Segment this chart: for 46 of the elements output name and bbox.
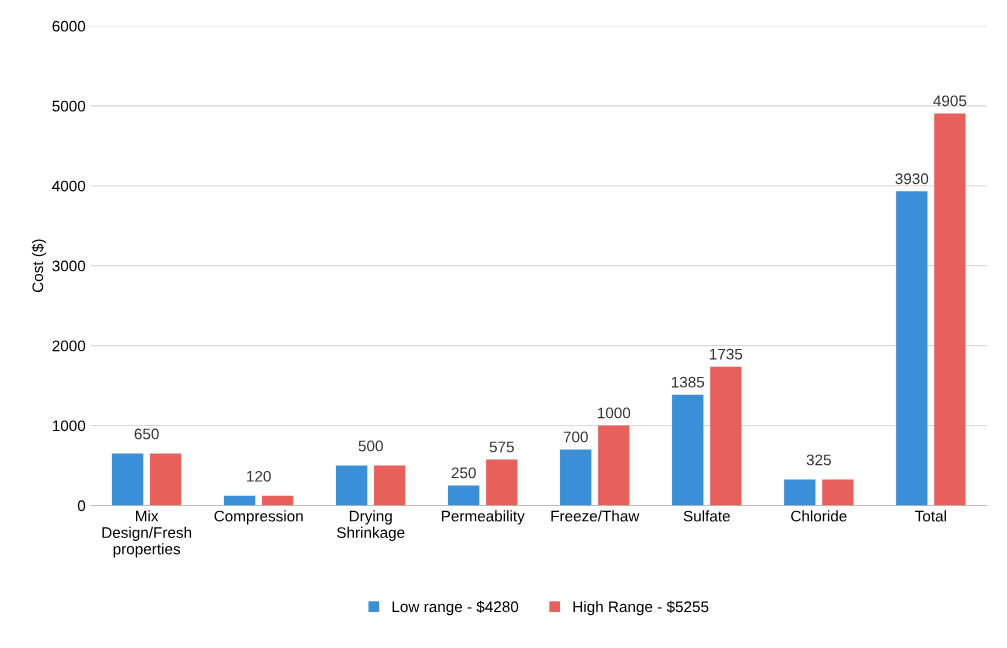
bar [374, 465, 406, 506]
data-label: 1000 [597, 407, 631, 419]
bar [672, 394, 704, 506]
legend-label: Low range - $4280 [392, 600, 519, 616]
data-label: 3930 [895, 173, 929, 185]
x-tick-label: Total [915, 510, 946, 522]
bar [448, 485, 480, 506]
data-label: 700 [563, 431, 588, 443]
bar [150, 453, 182, 506]
y-axis-title: Cost ($) [31, 239, 47, 293]
annotation: 325 [806, 454, 831, 466]
bar [111, 453, 144, 506]
data-label: 4905 [933, 95, 967, 107]
x-tick-label: Freeze/Thaw [551, 510, 640, 522]
bar [486, 459, 518, 506]
bar [896, 191, 928, 506]
x-tick-label: Permeability [441, 510, 525, 525]
bar [598, 425, 630, 506]
data-label: 575 [489, 441, 514, 453]
legend-label: High Range - $5255 [573, 600, 709, 616]
x-tick-label: Compression [214, 510, 303, 525]
bar [710, 366, 742, 506]
y-tick-label: 3000 [52, 260, 86, 272]
bar [784, 479, 816, 506]
x-tick-label: Drying Shrinkage [337, 510, 405, 541]
y-tick-label: 0 [77, 500, 86, 512]
y-tick-label: 1000 [52, 420, 86, 432]
annotation: 120 [247, 470, 271, 482]
data-label: 250 [451, 467, 476, 479]
bar [934, 113, 966, 506]
y-tick-label: 5000 [52, 100, 86, 112]
annotation: 500 [358, 440, 383, 452]
y-tick-label: 2000 [52, 340, 86, 352]
y-tick-label: 6000 [52, 20, 86, 32]
bar [560, 449, 592, 506]
y-tick-label: 4000 [52, 180, 86, 192]
data-label: 1735 [710, 348, 743, 360]
bar [335, 465, 368, 506]
x-tick-label: Chloride [791, 510, 847, 522]
bar [262, 495, 294, 506]
data-label: 1385 [671, 376, 705, 388]
x-tick-label: Mix Design/Fresh properties [102, 510, 192, 558]
bar [223, 495, 256, 506]
annotation: 650 [134, 428, 159, 440]
x-tick-label: Sulfate [683, 510, 730, 522]
bar [822, 479, 854, 506]
